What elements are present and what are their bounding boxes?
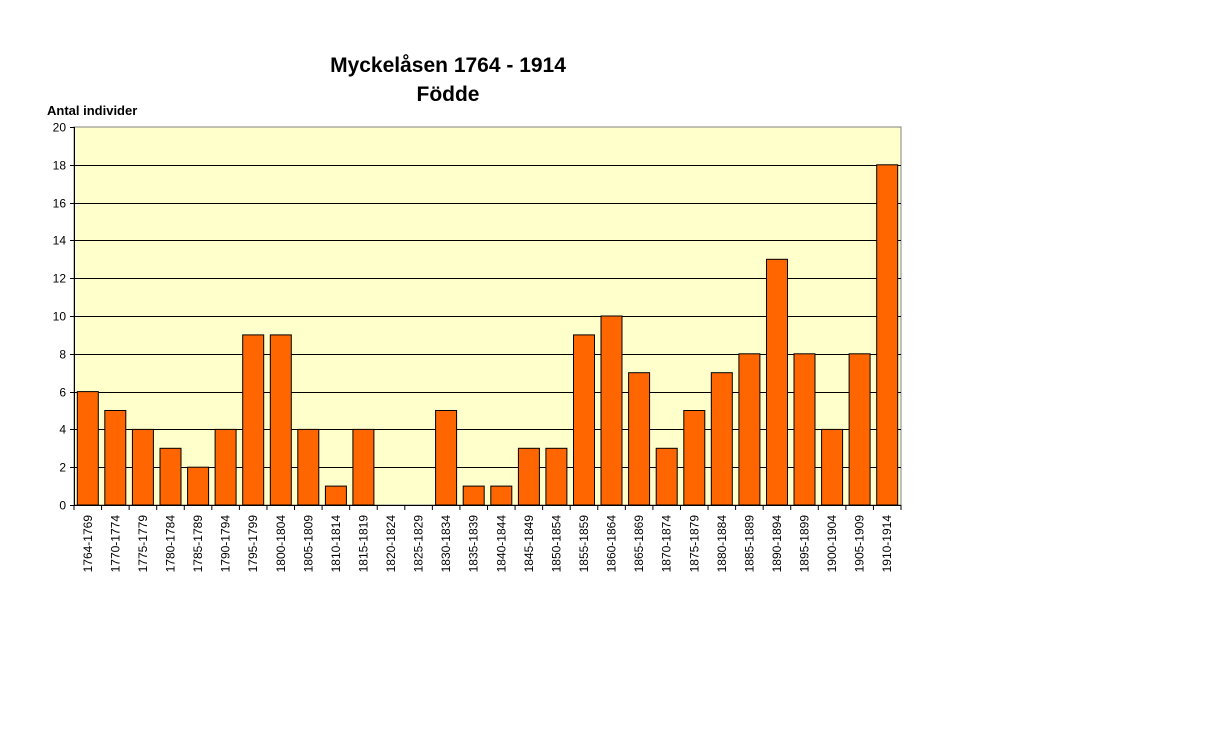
- bar-1875-1879: [683, 410, 706, 506]
- bar-1865-1869: [628, 372, 651, 506]
- x-tick-label: 1850-1854: [549, 515, 563, 573]
- bars: [76, 164, 899, 506]
- bar-1800-1804: [269, 334, 292, 506]
- x-tick-label: 1825-1829: [412, 515, 426, 573]
- bar-1770-1774: [104, 410, 127, 506]
- x-tick-label: 1905-1909: [853, 515, 867, 573]
- y-tick-label: 18: [53, 159, 67, 173]
- bar-1880-1884: [710, 372, 733, 506]
- x-tick-label: 1770-1774: [108, 515, 122, 573]
- x-tick-label: 1870-1874: [660, 515, 674, 573]
- x-tick-label: 1880-1884: [715, 515, 729, 573]
- x-tick-label: 1875-1879: [687, 515, 701, 573]
- bar-1895-1899: [793, 353, 816, 506]
- bar-1795-1799: [242, 334, 265, 506]
- y-tick-label: 12: [53, 272, 67, 286]
- x-tick-labels: 1764-1769 1770-1774 1775-1779 1780-1784 1785…: [81, 515, 894, 573]
- bar-1815-1819: [352, 428, 375, 506]
- bar-1860-1864: [600, 315, 623, 506]
- bar-1900-1904: [821, 428, 844, 506]
- x-tick-label: 1775-1779: [136, 515, 150, 573]
- x-tick-label: 1900-1904: [825, 515, 839, 573]
- y-tick-label: 4: [59, 423, 66, 437]
- y-tick-label: 10: [53, 310, 67, 324]
- x-tick-label: 1810-1814: [329, 515, 343, 573]
- x-tick-label: 1855-1859: [577, 515, 591, 573]
- x-tick-label: 1885-1889: [742, 515, 756, 573]
- bar-1840-1844: [490, 485, 513, 506]
- bar-1850-1854: [545, 447, 568, 506]
- y-tick-label: 6: [59, 386, 66, 400]
- x-tick-label: 1895-1899: [798, 515, 812, 573]
- bar-1830-1834: [435, 410, 458, 506]
- bar-1890-1894: [766, 258, 788, 506]
- x-tick-label: 1845-1849: [522, 515, 536, 573]
- y-tick-label: 8: [59, 348, 66, 362]
- y-tick-labels: 0 2 4 6 8 10 12 14 16 18 20: [53, 121, 67, 513]
- bar-1790-1794: [214, 428, 237, 506]
- x-tick-label: 1910-1914: [880, 515, 894, 573]
- x-tick-label: 1805-1809: [301, 515, 315, 573]
- bar-1764-1769: [76, 391, 99, 506]
- y-tick-label: 0: [59, 499, 66, 513]
- y-tick-label: 2: [59, 461, 66, 475]
- gridlines: [74, 165, 901, 468]
- bar-1910-1914: [876, 164, 899, 506]
- y-axis-label: Antal individer: [47, 103, 137, 118]
- bar-1870-1874: [655, 447, 678, 506]
- bar-1835-1839: [462, 485, 485, 506]
- bar-1785-1789: [187, 466, 210, 506]
- x-tick-label: 1764-1769: [81, 515, 95, 573]
- bar-1885-1889: [738, 353, 761, 506]
- x-tick-label: 1795-1799: [246, 515, 260, 573]
- x-tick-label: 1785-1789: [191, 515, 205, 573]
- x-tick-label: 1835-1839: [467, 515, 481, 573]
- x-tick-label: 1790-1794: [219, 515, 233, 573]
- bar-1845-1849: [517, 447, 540, 506]
- y-tick-label: 16: [53, 197, 67, 211]
- y-tick-label: 20: [53, 121, 67, 135]
- x-tick-label: 1830-1834: [439, 515, 453, 573]
- bar-1780-1784: [159, 447, 182, 506]
- x-tick-label: 1780-1784: [164, 515, 178, 573]
- y-tick-label: 14: [53, 234, 67, 248]
- x-tick-label: 1800-1804: [274, 515, 288, 573]
- x-tick-label: 1820-1824: [384, 515, 398, 573]
- x-tick-label: 1815-1819: [356, 515, 370, 573]
- bar-1855-1859: [573, 334, 595, 506]
- x-tick-label: 1865-1869: [632, 515, 646, 573]
- bar-1775-1779: [131, 428, 154, 506]
- x-tick-label: 1840-1844: [494, 515, 508, 573]
- bar-1905-1909: [848, 353, 871, 506]
- bar-1810-1814: [324, 485, 347, 506]
- axes: [70, 127, 902, 510]
- bar-1805-1809: [297, 428, 320, 506]
- x-tick-label: 1890-1894: [770, 515, 784, 573]
- x-tick-label: 1860-1864: [605, 515, 619, 573]
- chart-subtitle: Födde: [417, 83, 480, 106]
- chart-title: Myckelåsen 1764 - 1914: [330, 54, 566, 77]
